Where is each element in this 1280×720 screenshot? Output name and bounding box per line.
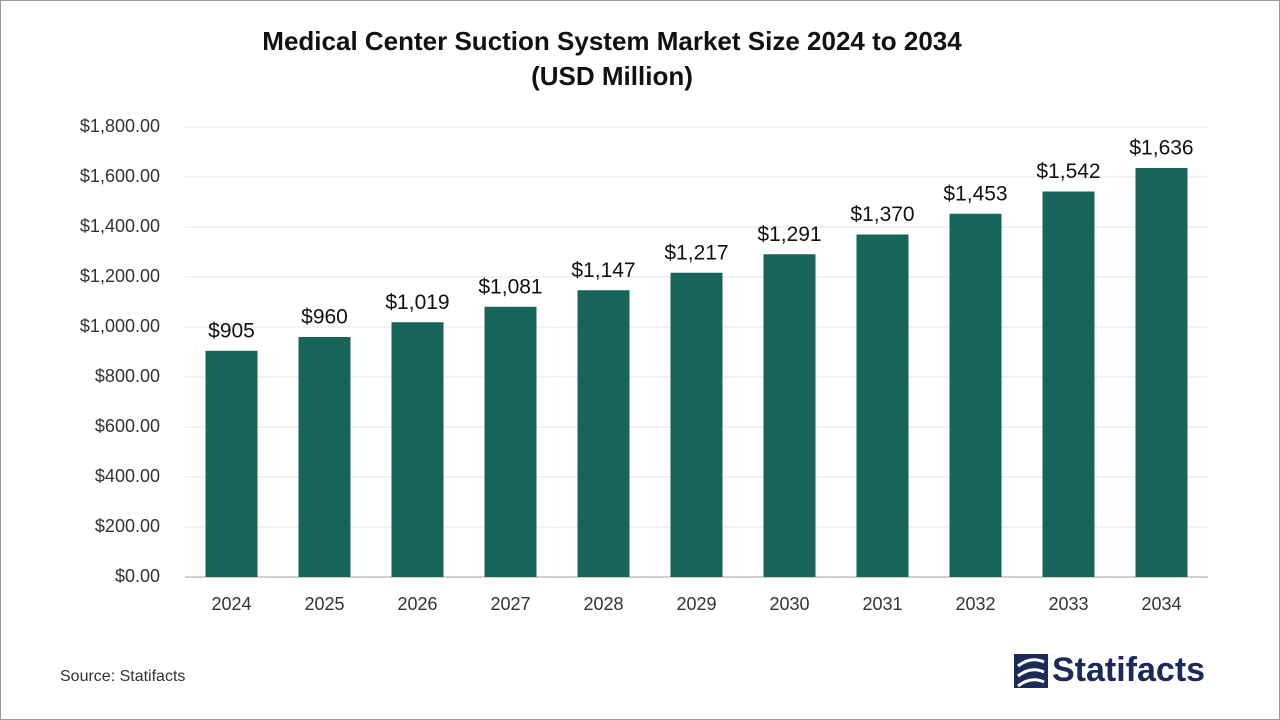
bar xyxy=(763,254,816,577)
bar xyxy=(1042,191,1095,577)
x-tick-label: 2024 xyxy=(211,594,251,614)
x-tick-label: 2033 xyxy=(1048,594,1088,614)
value-label: $1,291 xyxy=(757,223,821,246)
value-label: $1,542 xyxy=(1036,160,1100,183)
y-tick-label: $1,400.00 xyxy=(80,216,160,236)
x-tick-label: 2028 xyxy=(583,594,623,614)
x-tick-label: 2030 xyxy=(769,594,809,614)
value-label: $1,453 xyxy=(943,182,1007,205)
x-tick-label: 2026 xyxy=(397,594,437,614)
y-tick-label: $1,600.00 xyxy=(80,166,160,186)
value-label: $1,081 xyxy=(478,275,542,298)
y-tick-label: $1,800.00 xyxy=(80,116,160,136)
bar xyxy=(484,306,537,577)
y-tick-label: $1,200.00 xyxy=(80,266,160,286)
logo-text: Statifacts xyxy=(1052,651,1205,689)
value-label: $1,217 xyxy=(664,241,728,264)
value-label: $960 xyxy=(301,306,348,329)
y-tick-label: $200.00 xyxy=(95,516,160,536)
bar xyxy=(298,337,351,577)
bar xyxy=(205,350,258,577)
x-tick-label: 2029 xyxy=(676,594,716,614)
y-tick-label: $800.00 xyxy=(95,366,160,386)
x-tick-label: 2031 xyxy=(862,594,902,614)
value-label: $1,147 xyxy=(571,259,635,282)
value-label: $1,636 xyxy=(1129,137,1193,160)
logo-icon-stripes xyxy=(1017,658,1045,688)
logo: Statifacts xyxy=(1014,651,1205,689)
bar xyxy=(949,213,1002,577)
value-label: $1,019 xyxy=(385,291,449,314)
x-tick-label: 2032 xyxy=(955,594,995,614)
x-tick-label: 2027 xyxy=(490,594,530,614)
x-tick-label: 2034 xyxy=(1141,594,1181,614)
value-label: $1,370 xyxy=(850,203,914,226)
value-label: $905 xyxy=(208,319,255,342)
bar xyxy=(577,290,630,577)
bar xyxy=(856,234,909,577)
y-tick-label: $1,000.00 xyxy=(80,316,160,336)
source: Source: Statifacts xyxy=(60,668,185,685)
y-tick-label: $600.00 xyxy=(95,416,160,436)
y-tick-label: $400.00 xyxy=(95,466,160,486)
bar xyxy=(670,272,723,577)
chart-subtitle: (USD Million) xyxy=(531,61,693,91)
bar xyxy=(391,322,444,577)
bar xyxy=(1135,168,1188,577)
chart-title: Medical Center Suction System Market Siz… xyxy=(262,26,962,56)
y-tick-label: $0.00 xyxy=(115,566,160,586)
x-tick-label: 2025 xyxy=(304,594,344,614)
